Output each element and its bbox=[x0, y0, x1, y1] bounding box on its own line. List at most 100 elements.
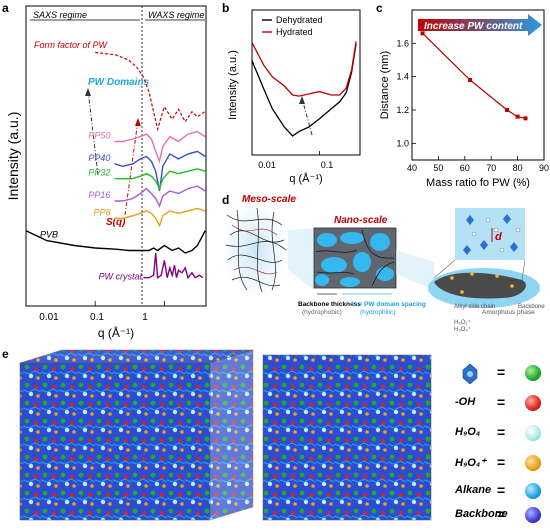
panel-c-chart: Increase PW content 40 50 60 70 80 90 1.0 1.2 1.… bbox=[376, 0, 550, 190]
panel-c-ticks: 40 50 60 70 80 90 1.0 1.2 1.4 1.6 bbox=[396, 38, 549, 173]
c-ylabel: Distance (nm) bbox=[379, 51, 391, 119]
sq-arrow bbox=[125, 120, 138, 215]
legend-h9o4-plus: H₉O₄⁺ bbox=[455, 456, 486, 469]
panel-c-frame bbox=[412, 10, 544, 160]
b-xlabel: q (Å⁻¹) bbox=[289, 172, 322, 185]
b-xtick-1: 0.1 bbox=[321, 160, 334, 170]
legend-row-h9o4-plus: H₉O₄⁺ = bbox=[455, 452, 550, 478]
curve-label-pp8: PP8 bbox=[93, 207, 110, 217]
curve-label-pp50: PP50 bbox=[88, 131, 110, 141]
b-ylabel: Intensity (a.u.) bbox=[227, 50, 239, 120]
blue-ball bbox=[525, 483, 541, 499]
saxs-label: SAXS regime bbox=[33, 10, 87, 20]
curve-label-pp32: PP32 bbox=[88, 168, 110, 178]
a-ylabel: Intensity (a.u.) bbox=[5, 112, 21, 201]
panel-c-plot-area bbox=[421, 31, 528, 120]
series-line-pw-crystal bbox=[144, 253, 203, 278]
red-ball bbox=[525, 395, 541, 411]
point-distance-4 bbox=[524, 116, 528, 120]
curve-label-pw-crystal: PW crystal bbox=[99, 272, 143, 282]
cube-front-face bbox=[20, 363, 210, 520]
equals-sign: = bbox=[497, 482, 505, 498]
c-ytick-1: 1.2 bbox=[396, 105, 409, 115]
c-ytick-2: 1.4 bbox=[396, 72, 409, 82]
series-line-hydrated bbox=[252, 41, 356, 96]
meso-label: Meso-scale bbox=[242, 194, 296, 205]
hydrophilic-label: (hydrophilic) bbox=[360, 309, 395, 316]
legend-row-h9o4: H₉O₄ = bbox=[455, 422, 550, 448]
panel-b-plot-area bbox=[252, 41, 356, 155]
panel-b-chart: Dehydrated Hydrated 0.01 0.1 q (Å⁻¹) Int… bbox=[222, 0, 372, 185]
series-line-distance bbox=[423, 33, 526, 118]
a-xtick-0: 0.01 bbox=[39, 312, 59, 323]
curve-label-pvb: PVB bbox=[40, 230, 58, 240]
a-xtick-2: 1 bbox=[142, 312, 148, 323]
waxs-label: WAXS regime bbox=[148, 10, 204, 20]
backbone-label: Backbone bbox=[518, 304, 545, 310]
c-xtick-3: 70 bbox=[486, 163, 496, 173]
hydrophobic-label: (hydrophobic) bbox=[302, 309, 342, 316]
legend-row-backbone: Backbone = bbox=[455, 504, 550, 530]
orange-ball bbox=[525, 455, 541, 471]
a-xtick-1: 0.1 bbox=[90, 312, 104, 323]
d1-label: d₁ = PW domain spacing bbox=[350, 301, 426, 308]
d-symbol: d bbox=[495, 231, 502, 243]
legend-oh: -OH bbox=[455, 396, 475, 408]
a-xlabel: q (Å⁻¹) bbox=[98, 325, 134, 340]
cube-side-face bbox=[210, 350, 253, 520]
panel-a-chart: SAXS regime WAXS regime Form factor of P… bbox=[0, 0, 210, 340]
purple-ball bbox=[525, 507, 541, 523]
legend-hydrated: Hydrated bbox=[276, 27, 313, 37]
curve-label-pp40: PP40 bbox=[88, 153, 110, 163]
series-line-dehydrated bbox=[252, 44, 356, 136]
h9o4-label: H₉O₄⁺ bbox=[454, 326, 471, 333]
sq-arrowhead bbox=[135, 118, 141, 126]
meso-glow bbox=[222, 202, 288, 298]
h5o2-label: H₅O₂⁺ bbox=[454, 319, 471, 326]
curve-label-pp16: PP16 bbox=[88, 190, 110, 200]
legend-backbone: Backbone bbox=[455, 508, 508, 520]
cyan-ball bbox=[525, 425, 541, 441]
equals-sign: = bbox=[497, 424, 505, 440]
equals-sign: = bbox=[497, 454, 505, 470]
legend-alkane: Alkane bbox=[455, 484, 491, 496]
equals-sign: = bbox=[497, 506, 505, 522]
c-ytick-0: 1.0 bbox=[396, 138, 409, 148]
c-xtick-0: 40 bbox=[407, 163, 417, 173]
panel-e-md-slice bbox=[262, 345, 434, 525]
nano-to-cluster-link bbox=[396, 250, 434, 290]
increase-pw-banner: Increase PW content bbox=[424, 21, 523, 32]
series-line-pp50 bbox=[115, 132, 206, 162]
meso-to-nano-link bbox=[288, 228, 314, 290]
point-distance-1 bbox=[468, 78, 472, 82]
panel-d-illustration: Meso-scale Nano-scale Backbone thickness… bbox=[222, 190, 550, 340]
form-factor-label: Form factor of PW bbox=[34, 40, 109, 50]
c-xtick-5: 90 bbox=[539, 163, 549, 173]
c-xlabel: Mass ratio fo PW (%) bbox=[426, 177, 530, 189]
green-ball bbox=[525, 365, 541, 381]
amorphous-label: Amorphous phase bbox=[482, 309, 535, 316]
pw-cluster-icon bbox=[455, 362, 485, 386]
equals-sign: = bbox=[497, 364, 505, 380]
equals-sign: = bbox=[497, 394, 505, 410]
b-shift-arrowhead bbox=[299, 96, 305, 104]
point-distance-3 bbox=[516, 115, 520, 119]
c-xtick-4: 80 bbox=[513, 163, 523, 173]
series-line-form-factor-of-pw bbox=[95, 52, 204, 129]
legend-row-pw: = bbox=[455, 362, 550, 388]
domains-arrowhead bbox=[85, 88, 91, 96]
legend-h9o4: H₉O₄ bbox=[455, 426, 480, 438]
c-xtick-2: 60 bbox=[460, 163, 470, 173]
b-xtick-0: 0.01 bbox=[258, 160, 276, 170]
legend-row-oh: -OH = bbox=[455, 392, 550, 418]
c-xtick-1: 50 bbox=[433, 163, 443, 173]
panel-a-curve-labels: PP50 PP40 PP32 PP16 PP8 PVB PW crystal bbox=[40, 131, 143, 282]
panel-a-plot-area bbox=[26, 52, 205, 306]
point-distance-0 bbox=[421, 31, 425, 35]
legend-dehydrated: Dehydrated bbox=[276, 15, 323, 25]
panel-a-frame bbox=[26, 6, 206, 306]
legend-row-alkane: Alkane = bbox=[455, 480, 550, 506]
point-distance-2 bbox=[505, 108, 509, 112]
c-ytick-3: 1.6 bbox=[396, 38, 409, 48]
nano-label: Nano-scale bbox=[334, 215, 388, 226]
